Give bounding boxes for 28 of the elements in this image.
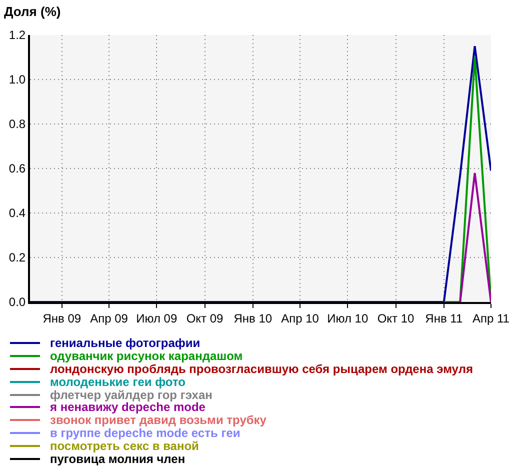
legend-label: в группе depeche mode есть геи xyxy=(50,426,240,440)
x-tick-label: Апр 10 xyxy=(281,311,320,326)
x-tick-label: Окт 09 xyxy=(186,311,224,326)
y-tick-label: 0.2 xyxy=(8,250,26,265)
legend-label: я ненавижу depeche mode xyxy=(50,400,206,414)
legend-label: звонок привет давид возьми трубку xyxy=(50,413,266,428)
x-tick-label: Июл 09 xyxy=(136,311,178,326)
x-tick-label: Апр 09 xyxy=(90,311,128,326)
legend-label: лондонскую проблядь провозгласившую себя рыцарем ордена эмуля xyxy=(50,362,473,376)
legend-label: пуговица молния член xyxy=(50,452,186,466)
x-tick-label: Янв 10 xyxy=(234,311,272,326)
x-tick-label: Апр 11 xyxy=(472,311,510,326)
x-tick-label: Июл 10 xyxy=(327,311,368,326)
y-axis-title: Доля (%) xyxy=(4,4,61,19)
legend-label: одуванчик рисунок карандашом xyxy=(50,349,243,364)
y-tick-label: 0.4 xyxy=(8,206,26,220)
y-tick-label: 1.0 xyxy=(8,72,26,87)
y-tick-label: 0.6 xyxy=(8,162,26,176)
legend-label: гениальные фотографии xyxy=(50,336,200,350)
y-tick-label: 0.0 xyxy=(8,295,26,310)
y-tick-label: 0.8 xyxy=(8,117,26,132)
x-tick-label: Янв 09 xyxy=(42,311,82,326)
y-tick-label: 1.2 xyxy=(8,28,26,42)
legend-label: молоденькие геи фото xyxy=(50,374,186,389)
legend-label: флетчер уайлдер гор гэхан xyxy=(50,388,212,402)
x-tick-label: Янв 11 xyxy=(425,311,463,326)
x-tick-label: Окт 10 xyxy=(377,311,415,326)
legend-label: посмотреть секс в ваной xyxy=(50,438,199,453)
